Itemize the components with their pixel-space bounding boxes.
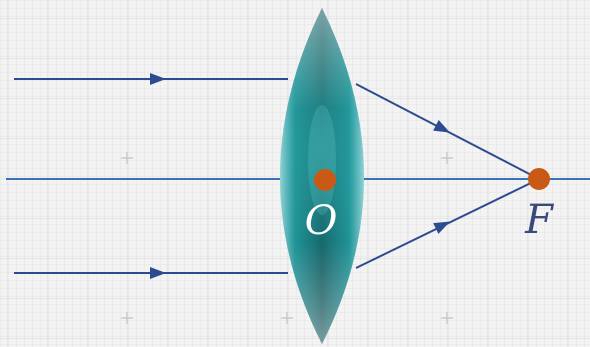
grid-crosses bbox=[121, 152, 453, 324]
arrow-head-top-refracted bbox=[433, 119, 451, 133]
focal-point bbox=[528, 168, 550, 190]
optical-center-label: O bbox=[305, 198, 338, 244]
optical-center-point bbox=[314, 169, 336, 191]
arrow-head-top-incident bbox=[150, 73, 166, 85]
arrow-head-bottom-incident bbox=[150, 267, 166, 279]
focal-point-label: F bbox=[524, 197, 554, 243]
arrow-head-bottom-refracted bbox=[433, 221, 451, 234]
